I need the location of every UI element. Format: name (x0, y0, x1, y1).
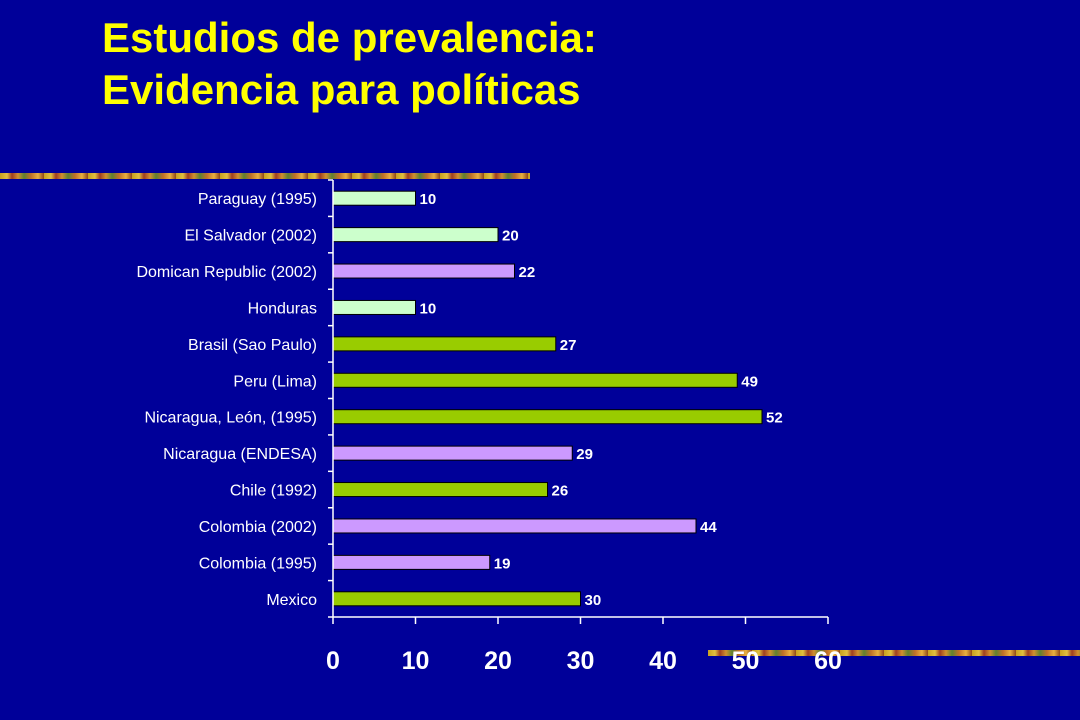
bar-9 (332, 518, 697, 534)
data-labels: 10 20 22 10 27 49 52 29 26 44 19 30 (420, 191, 783, 609)
bar-3 (332, 299, 416, 315)
bar-8 (332, 482, 548, 498)
x-tick-label-2: 20 (484, 647, 512, 675)
category-label-4: Brasil (Sao Paulo) (188, 337, 317, 354)
x-tick-label-3: 30 (567, 647, 595, 675)
slide-title: Estudios de prevalencia: Evidencia para … (102, 12, 597, 116)
x-tick-label-5: 50 (732, 647, 760, 675)
category-labels: Paraguay (1995) El Salvador (2002) Domican… (136, 191, 317, 609)
category-label-11: Mexico (266, 592, 317, 609)
category-label-1: El Salvador (2002) (184, 228, 317, 245)
bar-0 (332, 190, 416, 206)
title-line-1: Estudios de prevalencia: (102, 14, 597, 61)
data-label-3: 10 (420, 300, 437, 317)
category-label-8: Chile (1992) (230, 483, 317, 500)
data-label-7: 29 (576, 446, 593, 463)
x-tick-label-1: 10 (402, 647, 430, 675)
category-label-9: Colombia (2002) (199, 519, 317, 536)
data-label-0: 10 (420, 191, 437, 208)
data-label-8: 26 (552, 483, 569, 500)
title-line-2: Evidencia para políticas (102, 66, 581, 113)
x-tick-label-4: 40 (649, 647, 677, 675)
category-label-5: Peru (Lima) (233, 373, 317, 390)
bar-1 (332, 227, 499, 243)
data-label-11: 30 (585, 592, 602, 609)
data-label-4: 27 (560, 337, 577, 354)
bar-10 (332, 554, 491, 570)
x-tick-label-0: 0 (326, 647, 340, 675)
category-label-2: Domican Republic (2002) (136, 264, 317, 281)
data-label-9: 44 (700, 519, 717, 536)
decorative-bar-top (0, 173, 530, 179)
bar-11 (332, 591, 581, 607)
bars (332, 190, 763, 607)
data-label-10: 19 (494, 555, 511, 572)
category-label-10: Colombia (1995) (199, 555, 317, 572)
x-tick-labels: 0 10 20 30 40 50 60 (326, 647, 842, 675)
category-label-3: Honduras (248, 300, 317, 317)
decorative-bar-bottom (708, 650, 1080, 656)
bar-4 (332, 336, 557, 352)
category-label-0: Paraguay (1995) (198, 191, 317, 208)
x-tick-label-6: 60 (814, 647, 842, 675)
bar-6 (332, 409, 763, 425)
category-label-7: Nicaragua (ENDESA) (163, 446, 317, 463)
axes (328, 179, 829, 624)
category-label-6: Nicaragua, León, (1995) (144, 410, 317, 427)
data-label-5: 49 (741, 373, 758, 390)
data-label-2: 22 (519, 264, 536, 281)
data-label-1: 20 (502, 228, 519, 245)
bar-7 (332, 445, 573, 461)
data-label-6: 52 (766, 410, 783, 427)
bar-5 (332, 372, 738, 388)
bar-2 (332, 263, 515, 279)
